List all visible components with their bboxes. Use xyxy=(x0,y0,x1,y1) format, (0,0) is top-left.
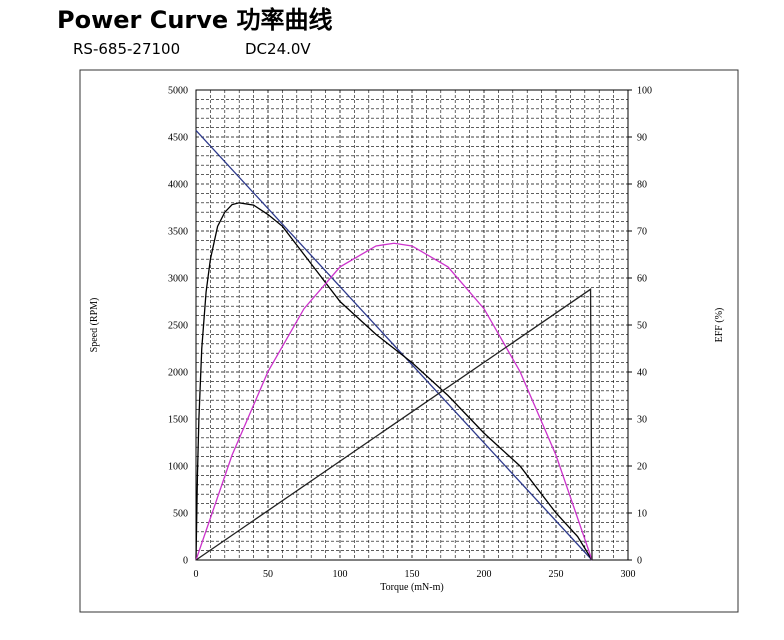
y2-tick-label: 100 xyxy=(637,86,652,97)
model: RS-685-27100 xyxy=(73,40,180,58)
plot-border xyxy=(195,89,629,561)
title: Power Curve 功率曲线 xyxy=(57,6,333,34)
x-tick-label: 200 xyxy=(477,569,492,580)
y2-tick-label: 0 xyxy=(637,556,642,567)
x-tick-label: 50 xyxy=(263,569,273,580)
y2-tick-label: 80 xyxy=(637,180,647,191)
x-tick-label: 250 xyxy=(549,569,564,580)
frame xyxy=(79,69,739,613)
y-tick-label: 4500 xyxy=(168,133,188,144)
y-tick-label: 3500 xyxy=(168,227,188,238)
x-tick-label: 150 xyxy=(405,569,420,580)
y2-tick-label: 10 xyxy=(637,509,647,520)
series-line xyxy=(195,202,593,561)
voltage: DC24.0V xyxy=(245,40,311,58)
x-tick-label: 300 xyxy=(621,569,636,580)
y2-tick-label: 60 xyxy=(637,274,647,285)
y2-tick-label: 70 xyxy=(637,227,647,238)
y2-tick-label: 50 xyxy=(637,321,647,332)
x-tick-label: 0 xyxy=(194,569,199,580)
y-tick-label: 1500 xyxy=(168,415,188,426)
y-tick-label: 5000 xyxy=(168,86,188,97)
y2-axis-label: EFF (%) xyxy=(714,308,725,343)
y-axis-label: Speed (RPM) xyxy=(89,298,100,353)
y-tick-label: 4000 xyxy=(168,180,188,191)
y2-tick-label: 20 xyxy=(637,462,647,473)
y-tick-label: 2000 xyxy=(168,368,188,379)
series-line xyxy=(195,242,593,561)
y-tick-label: 1000 xyxy=(168,462,188,473)
series-line xyxy=(195,129,593,561)
y2-tick-label: 30 xyxy=(637,415,647,426)
y-tick-label: 0 xyxy=(183,556,188,567)
y2-tick-label: 40 xyxy=(637,368,647,379)
y-tick-label: 2500 xyxy=(168,321,188,332)
y-tick-label: 3000 xyxy=(168,274,188,285)
y-tick-label: 500 xyxy=(173,509,188,520)
y2-tick-label: 90 xyxy=(637,133,647,144)
x-axis-label: Torque (mN-m) xyxy=(380,582,443,593)
x-tick-label: 100 xyxy=(333,569,348,580)
series-line xyxy=(195,288,593,561)
